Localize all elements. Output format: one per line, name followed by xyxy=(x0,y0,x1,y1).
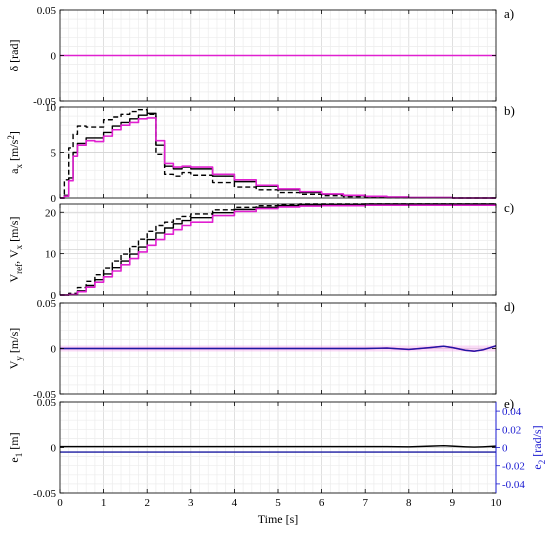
x-axis-label: Time [s] xyxy=(258,512,299,526)
x-tick-label: 8 xyxy=(406,497,412,509)
x-tick-label: 4 xyxy=(232,497,238,509)
y-right-tick-label: 0.04 xyxy=(502,406,522,418)
y-tick-label: 10 xyxy=(45,249,57,261)
y-right-tick-label: -0.02 xyxy=(502,461,525,473)
panel-label: a) xyxy=(504,6,514,21)
x-tick-label: 3 xyxy=(188,497,194,509)
y-tick-label: 0.05 xyxy=(37,397,57,409)
panel-c: 0 10 20 c) Vref, Vx [m/s] xyxy=(7,200,514,302)
y-right-tick-label: 0.02 xyxy=(502,424,521,436)
y-tick-label: 5 xyxy=(51,148,57,160)
y-tick-label: -0.05 xyxy=(33,488,56,500)
x-tick-label: 7 xyxy=(362,497,368,509)
y-tick-label: 0.05 xyxy=(37,5,57,17)
y-tick-label: 0 xyxy=(51,51,57,63)
series-line-2 xyxy=(60,345,497,352)
y-tick-label: 0 xyxy=(51,290,57,302)
y-tick-label: -0.05 xyxy=(33,96,56,108)
y-tick-label: 10 xyxy=(45,102,57,114)
x-tick-label: 10 xyxy=(491,497,503,509)
y-tick-label: 0 xyxy=(51,344,57,356)
y-tick-label: 0.05 xyxy=(37,298,57,310)
y-axis-label: Vy [m/s] xyxy=(7,328,24,370)
y-tick-label: 0 xyxy=(51,193,57,205)
x-tick-label: 1 xyxy=(101,497,107,509)
y-axis-label: e1 [m] xyxy=(7,432,24,462)
panel-b: 0 5 10 b) ax [m/s2] xyxy=(6,102,515,205)
panel-label: b) xyxy=(504,103,515,118)
y-right-tick-label: -0.04 xyxy=(502,479,525,491)
y-axis-label: Vref, Vx [m/s] xyxy=(7,217,24,283)
grid xyxy=(59,401,497,494)
x-tick-label: 6 xyxy=(319,497,325,509)
x-tick-label: 0 xyxy=(57,497,63,509)
y-tick-label: 0 xyxy=(51,443,57,455)
grid xyxy=(59,106,497,199)
panel-label: d) xyxy=(504,299,515,314)
y-axis-label: δ [rad] xyxy=(7,40,21,72)
y-axis-label: ax [m/s2] xyxy=(6,131,24,174)
series-line-2 xyxy=(60,117,496,199)
panel-d: -0.05 0 0.05 d) Vy [m/s] xyxy=(7,298,515,401)
y-right-tick-label: 0 xyxy=(502,443,508,455)
y-tick-label: 20 xyxy=(45,207,57,219)
panel-a: -0.05 0 0.05 a) δ [rad] xyxy=(7,5,514,108)
series-line-2 xyxy=(60,204,496,296)
grid xyxy=(59,203,497,296)
panel-label: c) xyxy=(504,200,514,215)
x-tick-label: 2 xyxy=(144,497,150,509)
x-tick-label: 5 xyxy=(275,497,281,509)
y-tick-label: -0.05 xyxy=(33,389,56,401)
y-right-axis-label: e2 [rad/s] xyxy=(530,425,547,469)
x-tick-label: 9 xyxy=(450,497,456,509)
series-line-1 xyxy=(60,444,497,448)
panel-label: e) xyxy=(504,396,514,411)
